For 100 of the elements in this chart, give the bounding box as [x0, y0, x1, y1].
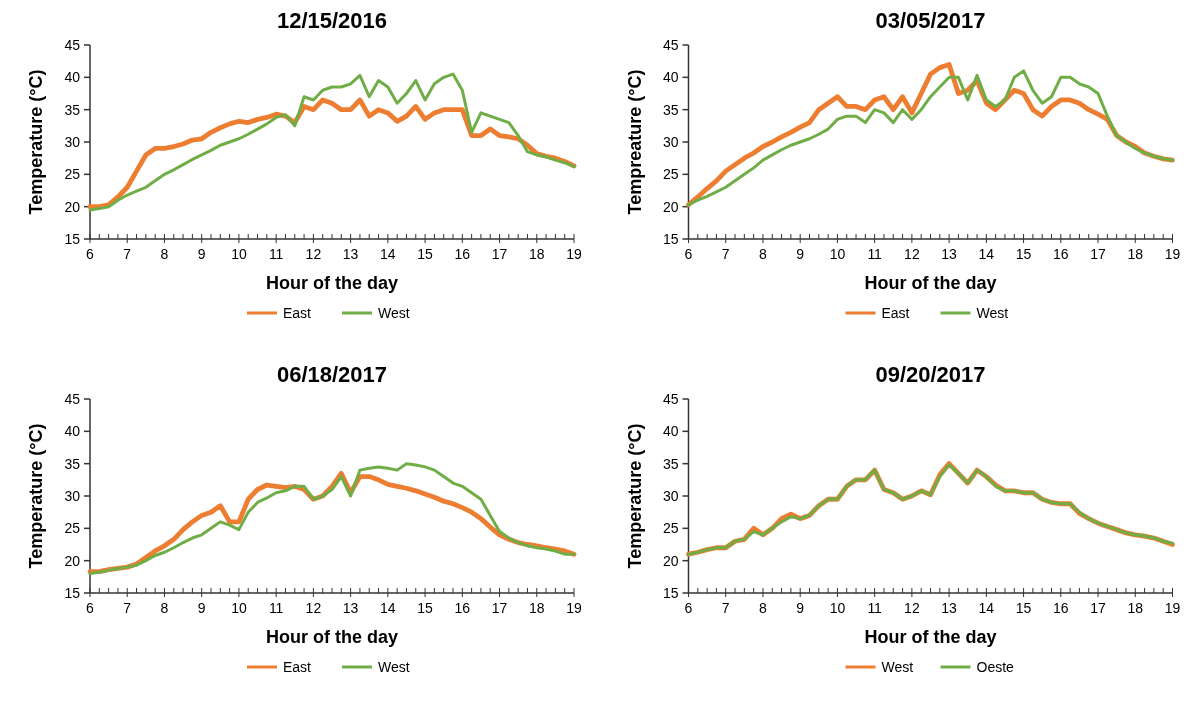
y-tick-label: 35 — [662, 455, 679, 472]
y-tick-label: 40 — [662, 423, 679, 440]
x-axis-title: Hour of the day — [265, 273, 399, 293]
y-tick-label: 45 — [64, 36, 81, 53]
x-tick-label: 14 — [978, 246, 995, 262]
x-tick-label: 15 — [417, 600, 434, 616]
y-tick-label: 15 — [64, 230, 81, 247]
x-tick-label: 13 — [941, 246, 958, 262]
y-tick-label: 15 — [64, 584, 81, 601]
x-tick-label: 14 — [380, 246, 396, 262]
x-tick-label: 13 — [342, 600, 359, 616]
x-tick-label: 14 — [380, 600, 396, 616]
x-tick-label: 6 — [86, 246, 95, 262]
y-tick-label: 30 — [662, 133, 679, 150]
y-axis-title: Temperature (°C) — [624, 423, 645, 569]
y-tick-label: 15 — [662, 584, 679, 601]
y-tick-label: 45 — [64, 390, 81, 407]
legend-label: Oeste — [976, 658, 1015, 675]
x-tick-label: 9 — [796, 600, 805, 616]
x-tick-label: 16 — [1053, 246, 1069, 262]
y-tick-label: 35 — [64, 455, 81, 472]
legend-label: West — [378, 658, 410, 675]
legend-label: West — [378, 304, 410, 321]
x-tick-label: 18 — [528, 246, 545, 262]
x-tick-label: 6 — [684, 246, 693, 262]
x-tick-label: 7 — [123, 246, 132, 262]
chart-title: 09/20/2017 — [875, 362, 986, 387]
x-tick-label: 8 — [759, 246, 768, 262]
y-tick-label: 35 — [64, 101, 81, 118]
y-tick-label: 25 — [662, 166, 679, 183]
x-tick-label: 9 — [197, 246, 206, 262]
legend-label: East — [283, 658, 312, 675]
x-axis-title: Hour of the day — [864, 273, 997, 293]
x-tick-label: 13 — [342, 246, 359, 262]
y-tick-label: 45 — [662, 390, 679, 407]
y-tick-label: 20 — [64, 198, 81, 215]
x-tick-label: 17 — [1090, 600, 1107, 616]
legend-label: East — [881, 304, 910, 321]
x-tick-label: 18 — [528, 600, 545, 616]
x-tick-label: 18 — [1127, 246, 1144, 262]
x-tick-label: 17 — [1090, 246, 1107, 262]
x-tick-label: 10 — [231, 246, 247, 262]
x-tick-label: 10 — [231, 600, 247, 616]
x-tick-label: 7 — [721, 600, 730, 616]
y-tick-label: 25 — [64, 166, 81, 183]
y-tick-label: 40 — [64, 69, 81, 86]
x-tick-label: 11 — [268, 246, 284, 262]
x-tick-label: 9 — [197, 600, 206, 616]
y-tick-label: 40 — [64, 423, 81, 440]
x-tick-label: 12 — [305, 246, 322, 262]
x-tick-label: 16 — [1053, 600, 1069, 616]
chart-title: 12/15/2016 — [276, 8, 388, 33]
x-tick-label: 11 — [867, 246, 883, 262]
x-tick-label: 15 — [1015, 600, 1032, 616]
x-tick-label: 14 — [978, 600, 995, 616]
y-axis-title: Temperature (°C) — [26, 423, 46, 569]
x-tick-label: 15 — [1015, 246, 1032, 262]
x-tick-label: 6 — [86, 600, 95, 616]
y-tick-label: 25 — [662, 520, 679, 537]
chart-title: 06/18/2017 — [276, 362, 388, 387]
x-tick-label: 12 — [904, 246, 920, 262]
x-tick-label: 16 — [454, 600, 471, 616]
x-axis-title: Hour of the day — [265, 627, 399, 647]
x-tick-label: 19 — [566, 600, 582, 616]
x-tick-label: 7 — [721, 246, 730, 262]
x-tick-label: 12 — [305, 600, 322, 616]
legend-label: East — [283, 304, 312, 321]
y-tick-label: 20 — [662, 198, 679, 215]
x-tick-label: 18 — [1127, 600, 1144, 616]
legend-label: West — [976, 304, 1009, 321]
x-tick-label: 17 — [491, 246, 508, 262]
y-tick-label: 45 — [662, 36, 679, 53]
x-tick-label: 15 — [417, 246, 434, 262]
x-tick-label: 11 — [867, 600, 883, 616]
y-tick-label: 30 — [64, 487, 81, 504]
x-tick-label: 7 — [123, 600, 132, 616]
chart-title: 03/05/2017 — [875, 8, 986, 33]
x-tick-label: 19 — [1164, 600, 1181, 616]
x-tick-label: 19 — [1164, 246, 1181, 262]
x-tick-label: 10 — [829, 246, 846, 262]
x-tick-label: 13 — [941, 600, 958, 616]
x-tick-label: 11 — [268, 600, 284, 616]
x-tick-label: 17 — [491, 600, 508, 616]
x-tick-label: 8 — [759, 600, 768, 616]
x-tick-label: 8 — [160, 246, 169, 262]
x-tick-label: 8 — [160, 600, 169, 616]
y-tick-label: 35 — [662, 101, 679, 118]
y-tick-label: 20 — [662, 552, 679, 569]
y-tick-label: 30 — [662, 487, 679, 504]
x-axis-title: Hour of the day — [864, 627, 997, 647]
y-tick-label: 20 — [64, 552, 81, 569]
x-tick-label: 9 — [796, 246, 805, 262]
y-tick-label: 25 — [64, 520, 81, 537]
x-tick-label: 6 — [684, 600, 693, 616]
y-tick-label: 40 — [662, 69, 679, 86]
legend-label: West — [881, 658, 914, 675]
y-axis-title: Tempreature (°C) — [624, 69, 645, 215]
y-tick-label: 30 — [64, 133, 81, 150]
y-tick-label: 15 — [662, 230, 679, 247]
x-tick-label: 19 — [566, 246, 582, 262]
